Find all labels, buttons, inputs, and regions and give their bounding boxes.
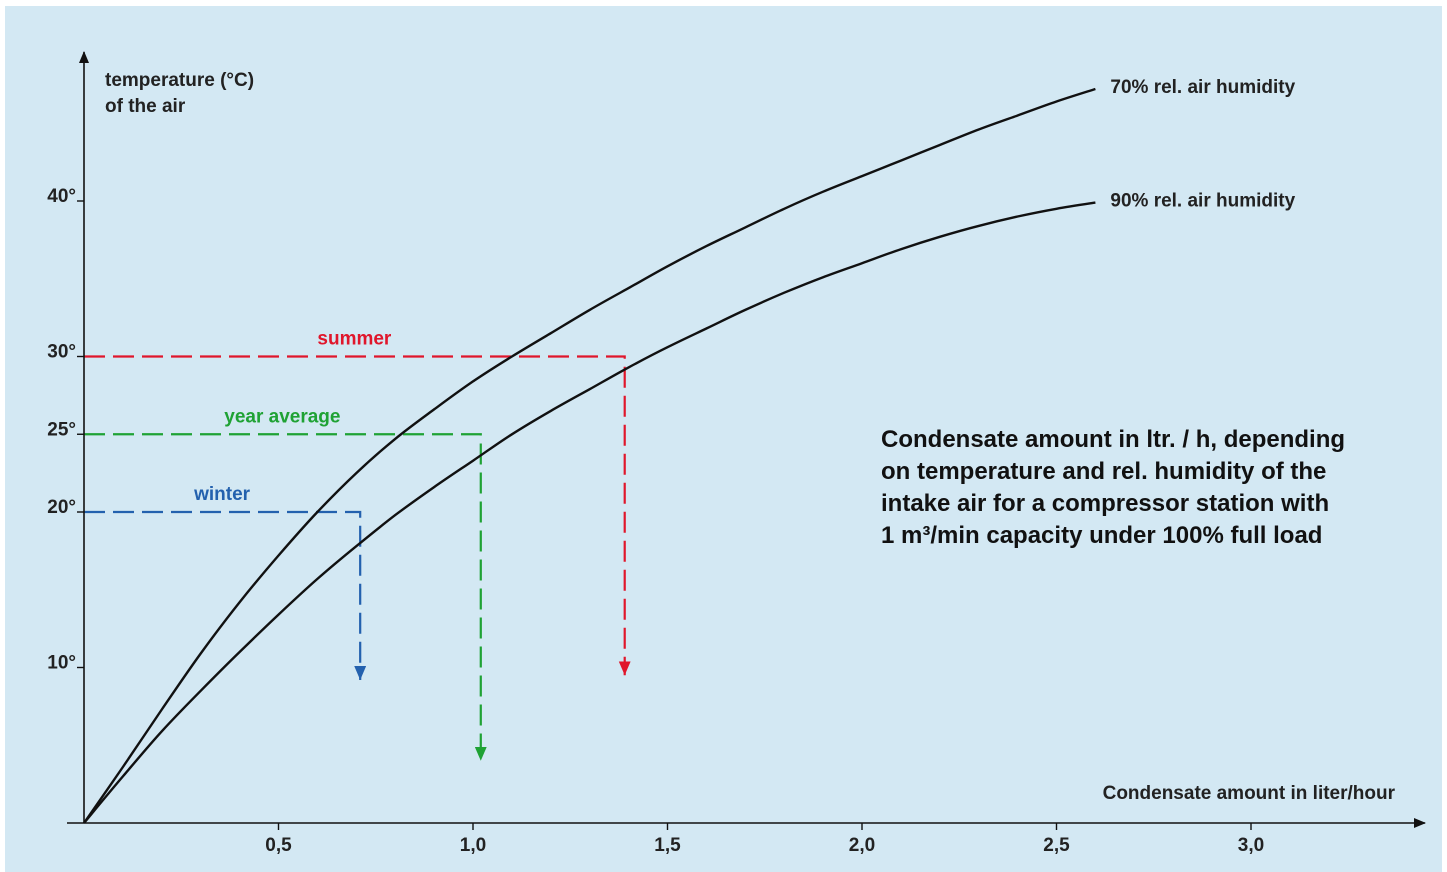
description-line: 1 m³/min capacity under 100% full load — [881, 522, 1323, 549]
chart-description: Condensate amount in ltr. / h, depending… — [881, 424, 1421, 552]
description-line: on temperature and rel. humidity of the — [881, 458, 1327, 485]
y-tick-label: 30° — [47, 342, 76, 363]
y-tick-label: 25° — [47, 419, 76, 440]
x-tick-label: 2,0 — [849, 835, 875, 856]
guide-label-year-average: year average — [224, 406, 340, 427]
series-label-70-rel-air-humidity: 70% rel. air humidity — [1110, 77, 1295, 98]
guide-label-winter: winter — [193, 484, 251, 505]
description-line: intake air for a compressor station with — [881, 490, 1330, 517]
series-line-70-rel-air-humidity — [83, 87, 1096, 824]
y-axis-title-line: temperature (°C) — [105, 70, 254, 91]
y-axis-title-line: of the air — [105, 96, 186, 117]
condensate-chart: 0,5 1,0 1,5 2,0 2,5 3,0 10° 20° 25° 30° 40° tempera… — [47, 51, 1426, 856]
x-axis-title: Condensate amount in liter/hour — [1103, 783, 1396, 804]
series-line-90-rel-air-humidity — [83, 201, 1096, 824]
x-tick-label: 3,0 — [1238, 835, 1264, 856]
x-tick-label: 1,5 — [654, 835, 681, 856]
x-tick-label: 0,5 — [265, 835, 292, 856]
x-tick-label: 1,0 — [460, 835, 486, 856]
y-tick-label: 10° — [47, 653, 76, 674]
guide-line-summer — [84, 355, 631, 676]
guide-line-winter — [84, 510, 367, 680]
guide-line-year-average — [84, 433, 487, 761]
y-tick-label: 40° — [47, 186, 76, 207]
guide-label-summer: summer — [317, 329, 392, 350]
y-tick-label: 20° — [47, 497, 76, 518]
y-axis-title: temperature (°C) of the air — [105, 70, 254, 117]
chart-panel: 0,5 1,0 1,5 2,0 2,5 3,0 10° 20° 25° 30° 40° tempera… — [5, 6, 1442, 872]
series-label-90-rel-air-humidity: 90% rel. air humidity — [1110, 191, 1295, 212]
x-tick-label: 2,5 — [1043, 835, 1070, 856]
description-line: Condensate amount in ltr. / h, depending — [881, 426, 1346, 453]
